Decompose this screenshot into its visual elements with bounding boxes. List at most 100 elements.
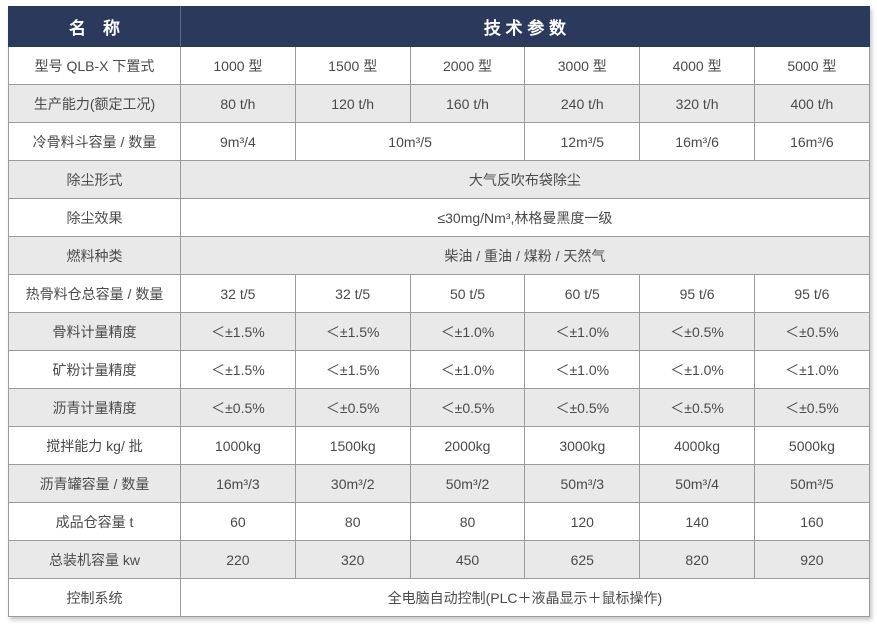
spec-cell: ＜±1.5% (294, 312, 411, 351)
spec-cell: 30m³/2 (294, 464, 411, 503)
spec-cell: ＜±0.5% (639, 312, 755, 351)
spec-cell: ＜±1.5% (294, 350, 411, 389)
spec-cell: 60 t/5 (524, 274, 641, 313)
spec-cell: ≤30mg/Nm³,林格曼黑度一级 (180, 198, 870, 237)
row-label: 热骨料仓总容量 / 数量 (8, 274, 181, 313)
spec-cell: ＜±1.0% (409, 312, 526, 351)
spec-cell: 16m³/6 (639, 122, 755, 161)
row-label: 成品仓容量 t (8, 502, 181, 541)
row-label: 骨料计量精度 (8, 312, 181, 351)
spec-cell: 9m³/4 (180, 122, 296, 161)
spec-cell: 60 (180, 502, 296, 541)
spec-cell: ＜±0.5% (409, 388, 526, 427)
spec-cell: 16m³/6 (753, 122, 870, 161)
spec-cell: ＜±1.5% (180, 350, 296, 389)
table-row: 生产能力(额定工况) 80 t/h 120 t/h 160 t/h 240 t/h 320… (8, 84, 870, 123)
spec-cell: 2000kg (409, 426, 526, 465)
table-row: 控制系统 全电脑自动控制(PLC＋液晶显示＋鼠标操作) (8, 578, 870, 617)
spec-cell: 5000 型 (753, 46, 870, 85)
table-row: 沥青罐容量 / 数量 16m³/3 30m³/2 50m³/2 50m³/3 50m³/4… (8, 464, 870, 503)
row-label: 总装机容量 kw (8, 540, 181, 579)
table-row: 除尘效果 ≤30mg/Nm³,林格曼黑度一级 (8, 198, 870, 237)
spec-cell: 4000 型 (639, 46, 755, 85)
spec-cell: ＜±1.0% (753, 350, 870, 389)
spec-cell: 920 (753, 540, 870, 579)
spec-cell: ＜±1.0% (524, 312, 641, 351)
spec-cell: 140 (639, 502, 755, 541)
spec-cell: 80 (409, 502, 526, 541)
spec-table: 名 称 技 术 参 数 型号 QLB-X 下置式 1000 型 1500 型 2000… (8, 6, 870, 617)
spec-cell: 1000kg (180, 426, 296, 465)
spec-cell: 50m³/4 (639, 464, 755, 503)
table-row: 沥青计量精度 ＜±0.5% ＜±0.5% ＜±0.5% ＜±0.5% ＜±0.5% ＜±0.… (8, 388, 870, 427)
header-name: 名 称 (8, 6, 181, 47)
spec-cell: ＜±1.0% (639, 350, 755, 389)
spec-cell: 320 (294, 540, 411, 579)
row-label: 除尘效果 (8, 198, 181, 237)
spec-cell: 450 (409, 540, 526, 579)
spec-cell: 160 (753, 502, 870, 541)
spec-table-body: 型号 QLB-X 下置式 1000 型 1500 型 2000 型 3000 型 4000… (8, 46, 870, 617)
spec-cell: 50m³/2 (409, 464, 526, 503)
table-row: 成品仓容量 t 60 80 80 120 140 160 (8, 502, 870, 541)
spec-cell: 1500kg (294, 426, 411, 465)
row-label: 控制系统 (8, 578, 181, 617)
row-label: 燃料种类 (8, 236, 181, 275)
row-label: 矿粉计量精度 (8, 350, 181, 389)
header-params: 技 术 参 数 (180, 6, 870, 47)
row-label: 生产能力(额定工况) (8, 84, 181, 123)
row-label: 沥青罐容量 / 数量 (8, 464, 181, 503)
spec-cell: 80 (294, 502, 411, 541)
spec-cell: ＜±0.5% (180, 388, 296, 427)
spec-cell: 柴油 / 重油 / 煤粉 / 天然气 (180, 236, 870, 275)
spec-cell: 4000kg (639, 426, 755, 465)
spec-cell: 625 (524, 540, 641, 579)
spec-cell: 10m³/5 (294, 122, 526, 161)
row-label: 除尘形式 (8, 160, 181, 199)
table-row: 冷骨料斗容量 / 数量 9m³/4 10m³/5 12m³/5 16m³/6 16m³/6 (8, 122, 870, 161)
spec-cell: ＜±0.5% (294, 388, 411, 427)
spec-cell: 1000 型 (180, 46, 296, 85)
spec-cell: 120 (524, 502, 641, 541)
spec-cell: 1500 型 (294, 46, 411, 85)
spec-cell: 12m³/5 (524, 122, 641, 161)
spec-cell: 320 t/h (639, 84, 755, 123)
spec-cell: 32 t/5 (180, 274, 296, 313)
spec-cell: 120 t/h (294, 84, 411, 123)
table-row: 除尘形式 大气反吹布袋除尘 (8, 160, 870, 199)
row-label: 型号 QLB-X 下置式 (8, 46, 181, 85)
row-label: 沥青计量精度 (8, 388, 181, 427)
spec-cell: ＜±0.5% (524, 388, 641, 427)
spec-cell: ＜±0.5% (753, 388, 870, 427)
spec-cell: 16m³/3 (180, 464, 296, 503)
spec-cell: 大气反吹布袋除尘 (180, 160, 870, 199)
spec-cell: ＜±0.5% (753, 312, 870, 351)
table-row: 总装机容量 kw 220 320 450 625 820 920 (8, 540, 870, 579)
spec-cell: 240 t/h (524, 84, 641, 123)
table-row: 型号 QLB-X 下置式 1000 型 1500 型 2000 型 3000 型 4000… (8, 46, 870, 85)
spec-cell: 80 t/h (180, 84, 296, 123)
spec-cell: 5000kg (753, 426, 870, 465)
spec-cell: 32 t/5 (294, 274, 411, 313)
spec-cell: 160 t/h (409, 84, 526, 123)
spec-cell: ＜±0.5% (639, 388, 755, 427)
table-row: 热骨料仓总容量 / 数量 32 t/5 32 t/5 50 t/5 60 t/5 95 t… (8, 274, 870, 313)
row-label: 搅拌能力 kg/ 批 (8, 426, 181, 465)
spec-cell: ＜±1.5% (180, 312, 296, 351)
spec-cell: 400 t/h (753, 84, 870, 123)
header-row: 名 称 技 术 参 数 (8, 6, 870, 47)
spec-cell: 2000 型 (409, 46, 526, 85)
spec-cell: 95 t/6 (639, 274, 755, 313)
table-row: 搅拌能力 kg/ 批 1000kg 1500kg 2000kg 3000kg 4000kg… (8, 426, 870, 465)
spec-cell: 95 t/6 (753, 274, 870, 313)
spec-cell: 50m³/3 (524, 464, 641, 503)
spec-cell: ＜±1.0% (409, 350, 526, 389)
spec-cell: 全电脑自动控制(PLC＋液晶显示＋鼠标操作) (180, 578, 870, 617)
table-row: 矿粉计量精度 ＜±1.5% ＜±1.5% ＜±1.0% ＜±1.0% ＜±1.0% ＜±1.… (8, 350, 870, 389)
table-row: 燃料种类 柴油 / 重油 / 煤粉 / 天然气 (8, 236, 870, 275)
spec-cell: 220 (180, 540, 296, 579)
spec-cell: 3000kg (524, 426, 641, 465)
spec-cell: 820 (639, 540, 755, 579)
spec-cell: 3000 型 (524, 46, 641, 85)
